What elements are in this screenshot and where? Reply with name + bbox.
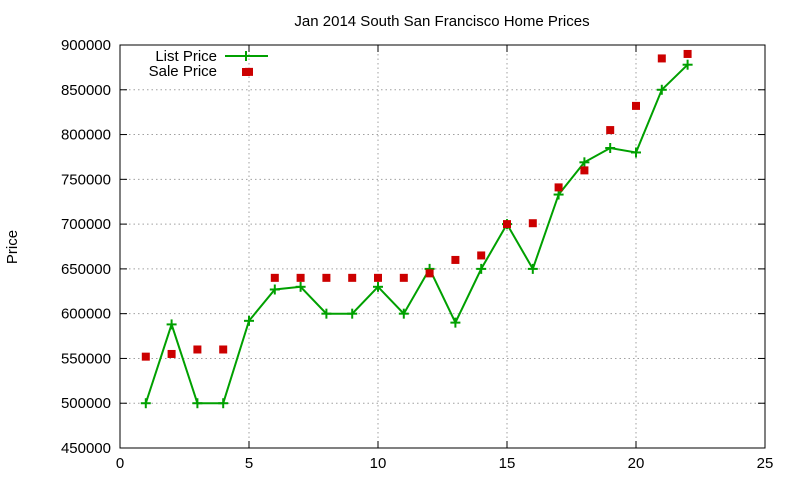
y-tick-label: 650000	[61, 261, 111, 278]
sale-price-point	[477, 251, 486, 260]
sale-price-point	[219, 345, 228, 354]
sale-price-point	[451, 255, 460, 264]
list-price-point	[527, 263, 538, 274]
sale-price-point	[399, 273, 408, 282]
sale-price-point	[374, 273, 382, 282]
sale-price-point	[580, 166, 589, 175]
list-price-point	[244, 315, 254, 326]
y-tick-label: 850000	[61, 82, 111, 99]
list-price-point	[450, 317, 461, 328]
list-price-point	[321, 308, 332, 319]
y-tick-label: 600000	[61, 306, 111, 323]
list-price-point	[631, 147, 641, 158]
list-price-point	[295, 281, 306, 292]
list-price-point	[140, 398, 151, 409]
axes	[119, 44, 766, 449]
x-tick-label: 5	[245, 455, 253, 472]
sale-price-point	[503, 220, 511, 229]
list-price-point	[579, 157, 590, 168]
list-price-point	[192, 398, 203, 409]
y-tick-label: 450000	[61, 440, 111, 457]
sale-price-point	[296, 273, 305, 282]
legend-marker-list-price	[241, 51, 251, 61]
chart-title: Jan 2014 South San Francisco Home Prices	[294, 13, 589, 30]
sale-price-point	[425, 269, 434, 278]
x-tick-label: 15	[499, 455, 516, 472]
list-price-point	[605, 142, 616, 153]
sale-price-point	[657, 54, 666, 63]
y-tick-label: 500000	[61, 395, 111, 412]
x-tick-label: 20	[628, 455, 645, 472]
y-tick-label: 800000	[61, 127, 111, 144]
sale-price-point	[141, 352, 150, 361]
sale-price-point	[167, 349, 176, 358]
list-price-point	[269, 284, 280, 295]
legend: List Price Sale Price	[149, 48, 268, 80]
list-price-line	[144, 63, 689, 405]
legend-label-list-price: List Price	[155, 48, 217, 65]
y-tick-labels: 450000 500000 550000 600000 650000 700000 7500…	[61, 37, 111, 457]
sale-price-point	[348, 273, 357, 282]
x-tick-label: 0	[116, 455, 124, 472]
sale-price-point	[193, 345, 202, 354]
y-tick-label: 700000	[61, 216, 111, 233]
sale-price-point	[632, 101, 640, 110]
sale-price-point	[528, 219, 537, 228]
y-axis-label: Price	[4, 230, 21, 264]
sale-price-point	[322, 273, 331, 282]
x-tick-labels: 0 5 10 15 20 25	[116, 455, 774, 472]
list-price-point	[347, 308, 358, 319]
list-price-point	[656, 84, 667, 95]
sale-price-point	[270, 273, 279, 282]
sale-price-point	[683, 49, 692, 58]
list-price-point	[373, 281, 383, 292]
list-price-point	[218, 398, 229, 409]
plot-frame	[119, 44, 766, 449]
sale-price-point	[554, 183, 563, 192]
x-tick-label: 10	[370, 455, 387, 472]
list-price-point	[476, 263, 487, 274]
gridlines	[120, 45, 765, 448]
legend-label-sale-price: Sale Price	[149, 63, 217, 80]
y-tick-label: 750000	[61, 171, 111, 188]
list-price-point	[398, 308, 409, 319]
legend-swatches	[225, 51, 268, 76]
legend-swatch-sale-price	[242, 68, 250, 76]
series-marks	[140, 49, 693, 409]
x-tick-label: 25	[757, 455, 774, 472]
y-tick-label: 900000	[61, 37, 111, 54]
sale-price-point	[606, 126, 615, 135]
y-tick-label: 550000	[61, 350, 111, 367]
list-price-point	[682, 59, 693, 70]
list-price-point	[166, 319, 177, 330]
